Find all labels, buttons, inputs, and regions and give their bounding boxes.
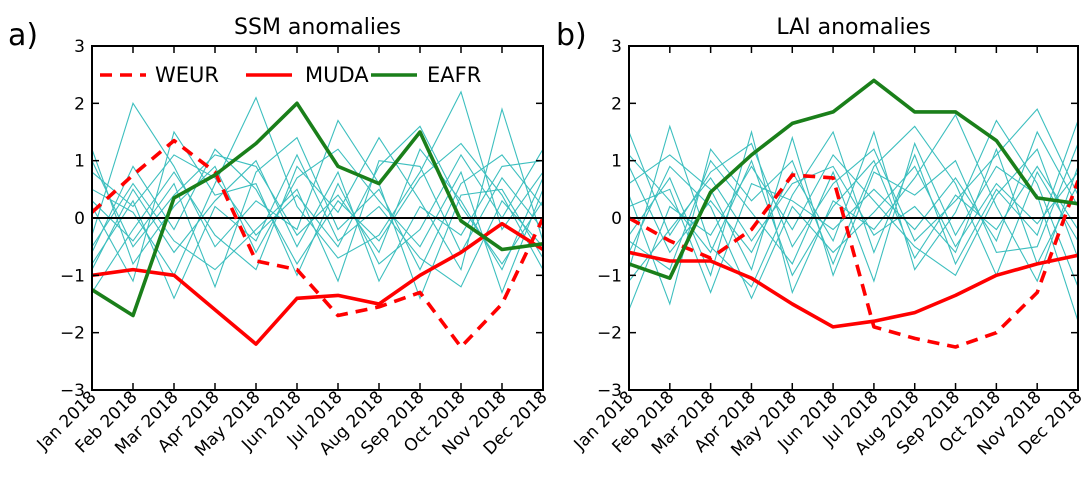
panel-a-ytick-label: 2 (74, 94, 85, 114)
panel-a-background-line (92, 130, 543, 283)
panel-b-ytick-label: 0 (611, 209, 622, 229)
panel-a-background-line (92, 107, 543, 293)
panel-a-title: SSM anomalies (234, 15, 401, 40)
panel-a-letter: a) (8, 18, 38, 53)
panel-a-series-muda (92, 221, 543, 346)
panel-a-background-lines (92, 90, 543, 300)
panel-b-background-line (629, 120, 1078, 288)
panel-b-series-eafr (629, 78, 1078, 281)
panel-b-series-muda (629, 250, 1078, 329)
panel-a-ytick-label: −2 (60, 324, 85, 344)
panel-a-background-line (92, 136, 543, 289)
panel-b-background-line (629, 135, 1078, 277)
legend-label-eafr: EAFR (427, 63, 481, 87)
panel-a-ytick-label: −3 (60, 381, 85, 401)
panel-a-background-line (92, 125, 543, 265)
panel-a-series (92, 101, 543, 349)
panel-b-background-line (629, 165, 1078, 300)
panel-a-legend: WEUR MUDA EAFR (100, 63, 481, 87)
panel-b-series (629, 78, 1078, 349)
panel-a-background-line (92, 160, 543, 283)
panel-b-ytick-label: −1 (597, 266, 622, 286)
panel-b-background-line (629, 141, 1078, 322)
panel-a-series-eafr (92, 101, 543, 318)
panel-a-ytick-label: 3 (74, 37, 85, 57)
panel-a-ytick-label: 0 (74, 209, 85, 229)
panel-b-ytick-label: 1 (611, 152, 622, 172)
panel-a-ytick-label: 1 (74, 152, 85, 172)
panel-a-background-line (92, 90, 543, 277)
panel-b-background-line (629, 147, 1078, 282)
panel-a-background-line (92, 153, 543, 300)
panel-b-ytick-label: 2 (611, 94, 622, 114)
panel-b-ytick-label: 3 (611, 37, 622, 57)
panel-b-letter: b) (556, 18, 587, 53)
panel-b-series-weur (629, 173, 1078, 349)
panel-a-ytick-label: −1 (60, 266, 85, 286)
panel-a-background-line (92, 148, 543, 271)
panel-b-ytick-label: −2 (597, 324, 622, 344)
panel-b-background-line (629, 130, 1078, 295)
legend-label-muda: MUDA (305, 63, 369, 87)
panel-b-background-lines (629, 108, 1078, 322)
panel-b-ytick-label: −3 (597, 381, 622, 401)
legend-label-weur: WEUR (155, 63, 219, 87)
panel-b-title: LAI anomalies (776, 15, 930, 40)
panel-a-background-line (92, 142, 543, 270)
panel-a-series-weur (92, 138, 543, 349)
panel-b-background-line (629, 148, 1078, 310)
